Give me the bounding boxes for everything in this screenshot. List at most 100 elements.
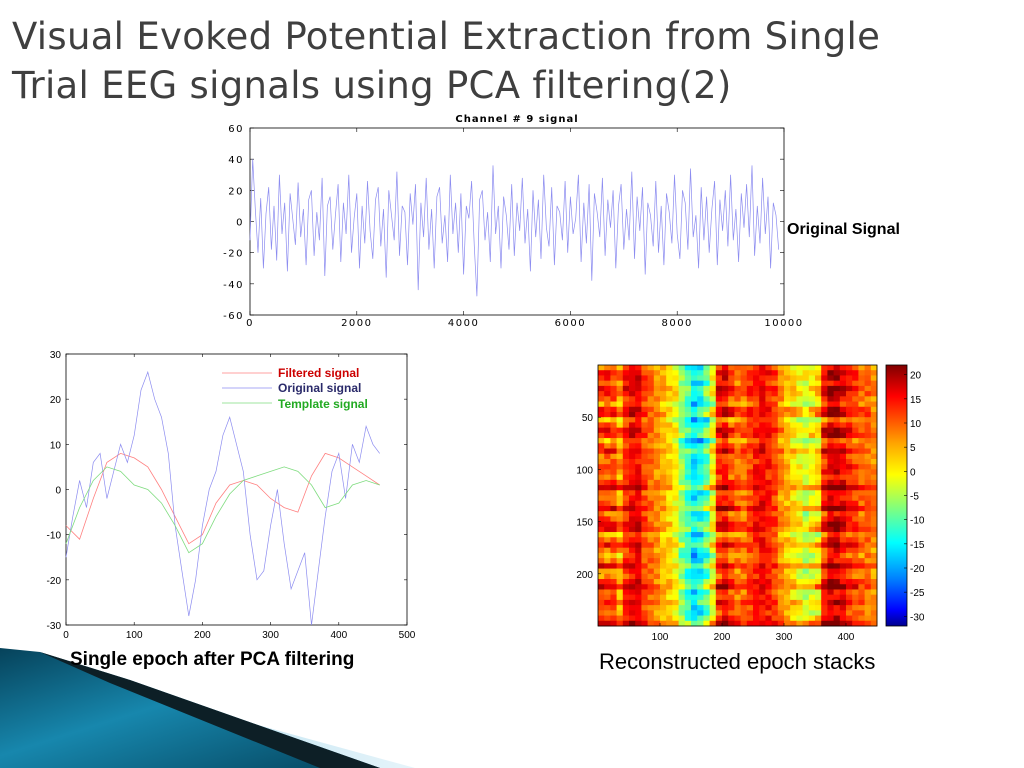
heatmap-cell bbox=[598, 558, 605, 564]
heatmap-cell bbox=[802, 620, 810, 627]
heatmap-cell bbox=[796, 365, 803, 371]
heatmap-cell bbox=[660, 532, 667, 538]
heatmap-cell bbox=[653, 573, 661, 580]
caption-single-epoch: Single epoch after PCA filtering bbox=[70, 649, 355, 670]
heatmap-cell bbox=[722, 563, 729, 569]
heatmap-cell bbox=[629, 589, 636, 596]
c3-plot-frame bbox=[597, 364, 878, 627]
heatmap-cell bbox=[672, 579, 679, 585]
heatmap-cell bbox=[610, 469, 617, 476]
heatmap-cell bbox=[833, 391, 841, 397]
colorbar-tick-label: -10 bbox=[910, 516, 925, 527]
heatmap-cell bbox=[604, 563, 611, 569]
heatmap-cell bbox=[771, 552, 779, 559]
heatmap-cell bbox=[709, 443, 717, 449]
heatmap-cell bbox=[864, 458, 872, 465]
heatmap-cell bbox=[691, 505, 698, 512]
heatmap-cell bbox=[815, 605, 822, 611]
heatmap-cell bbox=[858, 500, 865, 507]
heatmap-cell bbox=[765, 479, 772, 486]
heatmap-cell bbox=[610, 490, 617, 496]
heatmap-cell bbox=[666, 427, 673, 434]
heatmap-cell bbox=[846, 438, 853, 444]
heatmap-cell bbox=[815, 500, 822, 507]
heatmap-cell bbox=[839, 584, 847, 590]
heatmap-cell bbox=[641, 552, 648, 559]
heatmap-cell bbox=[629, 380, 636, 387]
heatmap-cell bbox=[790, 406, 797, 413]
heatmap-cell bbox=[728, 500, 735, 507]
heatmap-cell bbox=[722, 599, 729, 606]
heatmap-cell bbox=[846, 610, 853, 616]
heatmap-cell bbox=[784, 370, 791, 376]
heatmap-cell bbox=[802, 485, 810, 491]
heatmap-cell bbox=[666, 458, 673, 465]
heatmap-cell bbox=[728, 485, 735, 491]
heatmap-cell bbox=[678, 453, 686, 460]
heatmap-cell bbox=[722, 401, 729, 408]
heatmap-cell bbox=[722, 370, 729, 376]
heatmap-cell bbox=[759, 532, 766, 538]
heatmap-cell bbox=[777, 380, 785, 387]
heatmap-cell bbox=[765, 370, 772, 376]
heatmap-cell bbox=[753, 469, 760, 476]
heatmap-cell bbox=[802, 568, 810, 575]
heatmap-cell bbox=[610, 474, 617, 481]
heatmap-cell bbox=[678, 365, 686, 371]
heatmap-cell bbox=[616, 365, 624, 371]
heatmap-cell bbox=[635, 479, 642, 486]
heatmap-cell bbox=[740, 385, 748, 392]
heatmap-cell bbox=[647, 599, 655, 606]
heatmap-cell bbox=[678, 516, 686, 522]
heatmap-cell bbox=[815, 391, 822, 397]
heatmap-cell bbox=[777, 485, 785, 491]
heatmap-cell bbox=[629, 479, 636, 486]
heatmap-cell bbox=[604, 594, 611, 601]
heatmap-cell bbox=[653, 605, 661, 611]
heatmap-cell bbox=[672, 380, 679, 387]
heatmap-cell bbox=[703, 568, 710, 575]
heatmap-cell bbox=[734, 511, 741, 517]
heatmap-cell bbox=[660, 573, 667, 580]
heatmap-cell bbox=[833, 594, 841, 601]
heatmap-cell bbox=[796, 495, 803, 502]
heatmap-cell bbox=[765, 563, 772, 569]
heatmap-cell bbox=[796, 615, 803, 622]
heatmap-cell bbox=[827, 406, 834, 413]
heatmap-cell bbox=[660, 485, 667, 491]
heatmap-cell bbox=[746, 370, 754, 376]
heatmap-cell bbox=[722, 516, 729, 522]
heatmap-cell bbox=[734, 547, 741, 554]
heatmap-cell bbox=[722, 479, 729, 486]
heatmap-cell bbox=[734, 479, 741, 486]
heatmap-cell bbox=[746, 464, 754, 470]
heatmap-cell bbox=[641, 432, 648, 439]
heatmap-cell bbox=[821, 537, 828, 543]
heatmap-cell bbox=[616, 605, 624, 611]
heatmap-cell bbox=[734, 599, 741, 606]
heatmap-cell bbox=[746, 411, 754, 418]
heatmap-cell bbox=[833, 563, 841, 569]
heatmap-cell bbox=[610, 605, 617, 611]
heatmap-cell bbox=[641, 474, 648, 481]
heatmap-cell bbox=[821, 568, 828, 575]
heatmap-cell bbox=[759, 620, 766, 627]
heatmap-cell bbox=[784, 537, 791, 543]
heatmap-cell bbox=[635, 547, 642, 554]
heatmap-cell bbox=[660, 542, 667, 549]
heatmap-cell bbox=[647, 380, 655, 387]
heatmap-cell bbox=[771, 589, 779, 596]
heatmap-cell bbox=[722, 406, 729, 413]
heatmap-cell bbox=[790, 490, 797, 496]
heatmap-cell bbox=[691, 422, 698, 429]
heatmap-cell bbox=[709, 558, 717, 564]
c3-heatmap-cells bbox=[598, 365, 878, 627]
heatmap-cell bbox=[821, 458, 828, 465]
heatmap-cell bbox=[771, 516, 779, 522]
heatmap-cell bbox=[784, 568, 791, 575]
heatmap-cell bbox=[647, 615, 655, 622]
colorbar-tick-label: -30 bbox=[910, 612, 925, 623]
heatmap-cell bbox=[722, 443, 729, 449]
heatmap-cell bbox=[796, 370, 803, 376]
heatmap-cell bbox=[753, 537, 760, 543]
